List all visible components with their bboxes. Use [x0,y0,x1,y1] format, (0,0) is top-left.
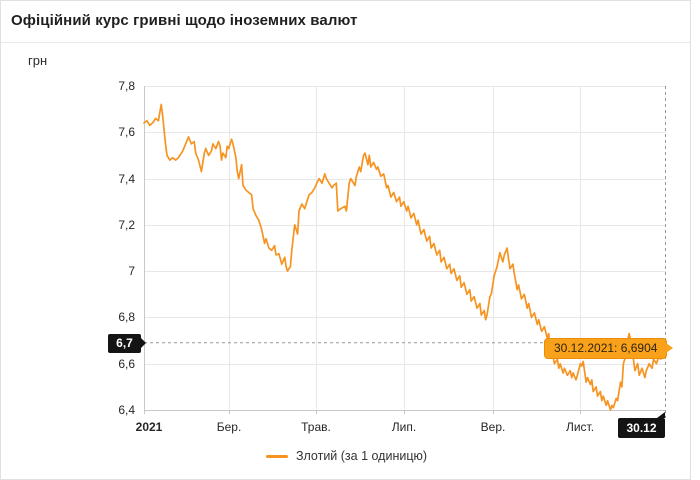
page-title: Офіційний курс гривні щодо іноземних вал… [11,12,358,29]
legend-label: Злотий (за 1 одиницю) [295,449,428,463]
chart-legend[interactable]: Злотий (за 1 одиницю) [1,449,692,463]
x-badge-text: 30.12 [626,421,657,435]
chart-canvas[interactable] [1,43,690,475]
chart-plot-area[interactable] [1,43,690,449]
series-line-zloty [143,103,666,411]
x-axis-date-badge: 30.12 [618,412,665,438]
tooltip-text: 30.12.2021: 6,6904 [554,341,658,355]
legend-line-icon [265,454,288,458]
currency-unit-label: грн [28,53,48,68]
y-badge-text: 6,7 [116,336,133,350]
y-axis-value-badge: 6,7 [108,334,146,353]
header-divider [1,42,690,43]
chart-tooltip: 30.12.2021: 6,6904 [544,338,674,359]
